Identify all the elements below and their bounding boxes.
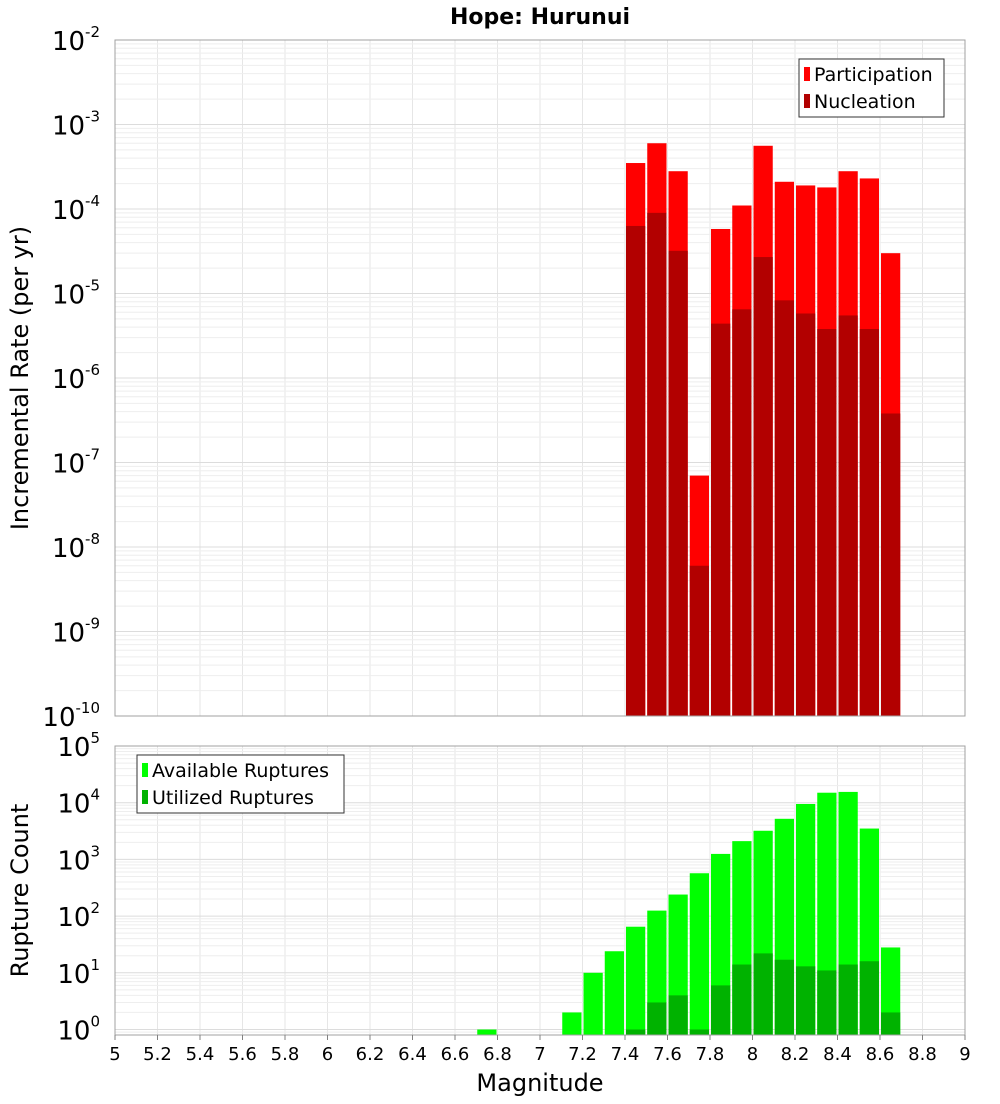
bar-utilized-ruptures bbox=[774, 959, 794, 1035]
y-tick-label: 104 bbox=[57, 786, 100, 820]
legend-count: Available Ruptures Utilized Ruptures bbox=[136, 754, 345, 814]
x-tick-label: 7.8 bbox=[696, 1044, 725, 1065]
bar-nucleation bbox=[668, 250, 688, 716]
y-axis-label: Rupture Count bbox=[6, 804, 34, 978]
x-tick-label: 7 bbox=[534, 1044, 545, 1065]
x-tick-label: 8.4 bbox=[823, 1044, 852, 1065]
bar-utilized-ruptures bbox=[711, 985, 731, 1035]
y-tick-label: 10-9 bbox=[52, 615, 100, 649]
x-tick-label: 5.6 bbox=[228, 1044, 257, 1065]
x-tick-label: 8 bbox=[747, 1044, 758, 1065]
bar-utilized-ruptures bbox=[859, 961, 879, 1035]
legend-entry-label: Utilized Ruptures bbox=[152, 787, 314, 809]
legend-entry-label: Nucleation bbox=[814, 91, 916, 113]
x-tick-label: 5 bbox=[109, 1044, 120, 1065]
bar-nucleation bbox=[647, 212, 667, 716]
bar-utilized-ruptures bbox=[753, 953, 773, 1035]
y-tick-label: 10-8 bbox=[52, 530, 100, 564]
y-tick-label: 10-2 bbox=[52, 23, 100, 57]
legend-entry-label: Available Ruptures bbox=[152, 760, 329, 782]
bar-available-ruptures bbox=[562, 1012, 582, 1035]
x-tick-label: 8.8 bbox=[908, 1044, 937, 1065]
series-available-ruptures bbox=[477, 791, 901, 1035]
bar-nucleation bbox=[859, 329, 879, 716]
y-tick-label: 10-5 bbox=[52, 277, 100, 311]
x-tick-label: 6.4 bbox=[398, 1044, 427, 1065]
legend-entry-label: Participation bbox=[814, 64, 933, 86]
y-tick-label: 10-6 bbox=[52, 361, 100, 395]
y-tick-label: 10-4 bbox=[52, 192, 100, 226]
bar-utilized-ruptures bbox=[668, 995, 688, 1035]
bar-available-ruptures bbox=[689, 873, 709, 1035]
bar-utilized-ruptures bbox=[817, 970, 837, 1035]
x-tick-label: 5.2 bbox=[143, 1044, 172, 1065]
x-tick-label: 5.8 bbox=[271, 1044, 300, 1065]
y-tick-label: 101 bbox=[57, 956, 100, 990]
y-tick-label: 10-10 bbox=[42, 699, 100, 733]
bar-utilized-ruptures bbox=[796, 966, 816, 1035]
bar-nucleation bbox=[838, 315, 858, 716]
bar-utilized-ruptures bbox=[881, 1012, 901, 1035]
x-tick-label: 8.2 bbox=[781, 1044, 810, 1065]
x-axis-label: Magnitude bbox=[476, 1069, 603, 1097]
bar-utilized-ruptures bbox=[732, 964, 752, 1035]
bar-nucleation bbox=[753, 257, 773, 716]
x-tick-label: 6.2 bbox=[356, 1044, 385, 1065]
bar-nucleation bbox=[881, 413, 901, 716]
x-tick-label: 6.6 bbox=[441, 1044, 470, 1065]
y-tick-label: 103 bbox=[57, 842, 100, 876]
grid-rate bbox=[114, 39, 966, 717]
plot-area-rate bbox=[114, 39, 966, 717]
legend-box bbox=[136, 754, 345, 814]
bar-nucleation bbox=[796, 313, 816, 716]
bar-available-ruptures bbox=[626, 926, 646, 1035]
y-tick-label: 102 bbox=[57, 899, 100, 933]
x-tick-label: 9 bbox=[959, 1044, 970, 1065]
bar-nucleation bbox=[689, 565, 709, 716]
bar-available-ruptures bbox=[583, 972, 603, 1035]
legend-swatch bbox=[142, 790, 148, 804]
x-tick-label: 6 bbox=[322, 1044, 333, 1065]
bar-nucleation bbox=[626, 225, 646, 716]
bar-utilized-ruptures bbox=[838, 964, 858, 1035]
legend-swatch bbox=[142, 763, 148, 777]
x-tick-label: 5.4 bbox=[186, 1044, 215, 1065]
plot-frame bbox=[114, 39, 966, 717]
y-tick-label: 10-3 bbox=[52, 108, 100, 142]
bar-nucleation bbox=[711, 323, 731, 716]
x-tick-label: 8.6 bbox=[866, 1044, 895, 1065]
bar-utilized-ruptures bbox=[689, 1029, 709, 1035]
bar-utilized-ruptures bbox=[647, 1002, 667, 1035]
y-tick-label: 100 bbox=[57, 1013, 100, 1047]
bar-available-ruptures bbox=[477, 1029, 497, 1035]
x-tick-label: 7.2 bbox=[568, 1044, 597, 1065]
series-nucleation bbox=[626, 212, 901, 716]
bar-nucleation bbox=[817, 329, 837, 716]
y-axis-label: Incremental Rate (per yr) bbox=[6, 226, 34, 530]
x-tick-label: 7.6 bbox=[653, 1044, 682, 1065]
legend-box bbox=[798, 58, 945, 118]
bar-nucleation bbox=[774, 300, 794, 716]
x-tick-label: 6.8 bbox=[483, 1044, 512, 1065]
legend-swatch bbox=[804, 94, 810, 108]
bar-utilized-ruptures bbox=[626, 1029, 646, 1035]
bar-available-ruptures bbox=[604, 951, 624, 1035]
y-tick-label: 105 bbox=[57, 729, 100, 763]
legend-rate: Participation Nucleation bbox=[798, 58, 945, 118]
series-utilized-ruptures bbox=[626, 953, 901, 1035]
chart-title: Hope: Hurunui bbox=[450, 5, 630, 30]
legend-swatch bbox=[804, 67, 810, 81]
bar-nucleation bbox=[732, 309, 752, 716]
x-tick-label: 7.4 bbox=[611, 1044, 640, 1065]
y-tick-label: 10-7 bbox=[52, 446, 100, 480]
